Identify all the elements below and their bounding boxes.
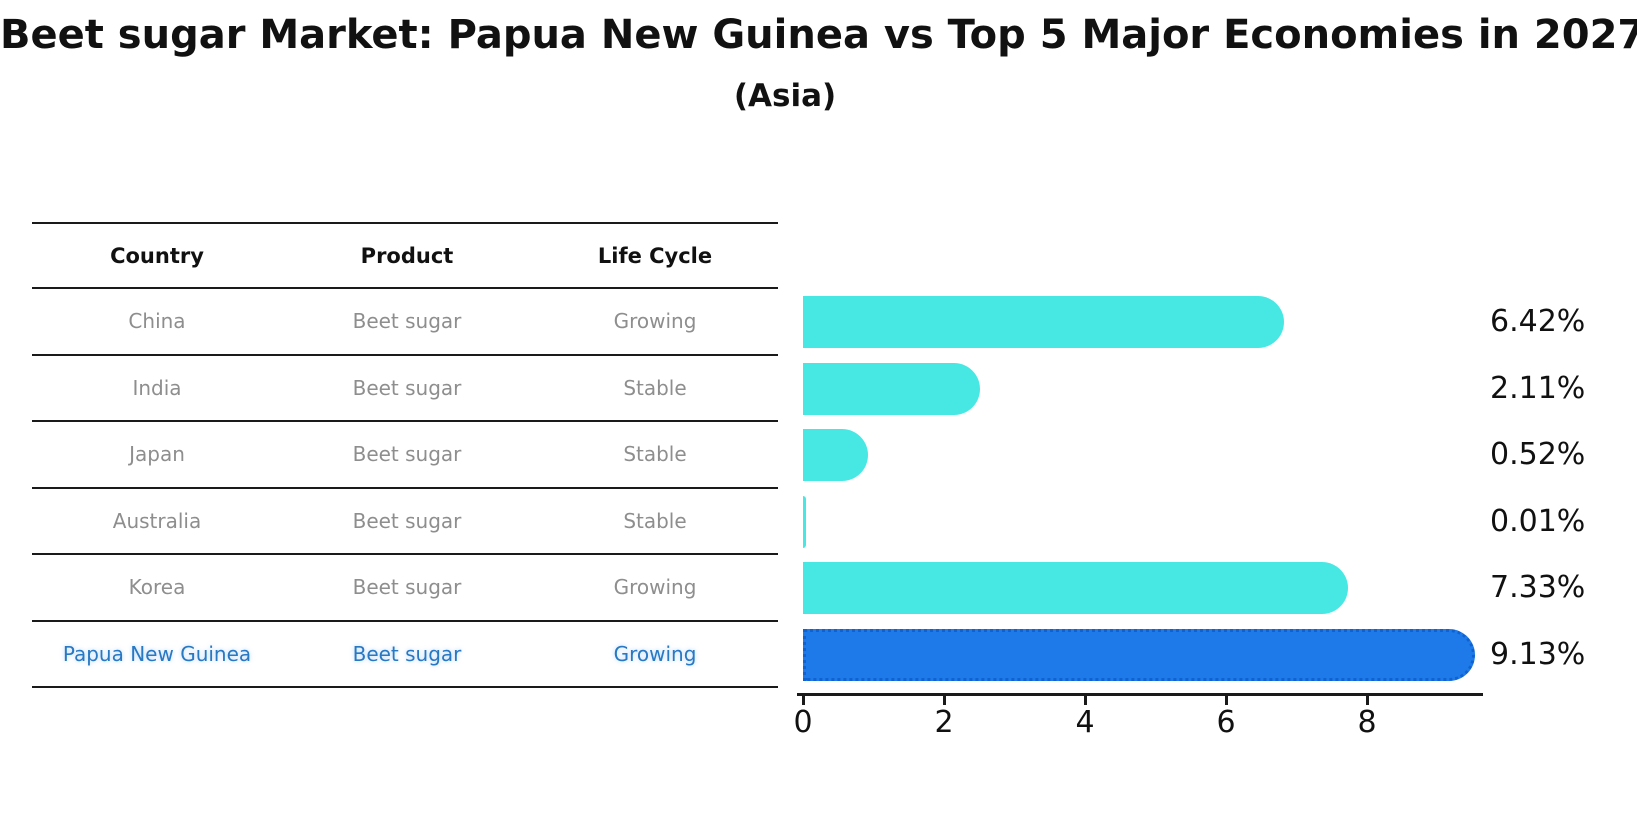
table-row: India Beet sugar Stable (32, 356, 778, 422)
table-row: Japan Beet sugar Stable (32, 422, 778, 489)
country-cell: India (132, 375, 182, 400)
x-tick-label: 6 (1216, 705, 1236, 740)
x-tick-mark (1224, 696, 1228, 705)
bar-value-label: 0.01% (1490, 503, 1586, 539)
x-tick-mark (801, 696, 805, 705)
bar-value-label: 0.52% (1490, 437, 1586, 472)
bar-value-label: 2.11% (1490, 370, 1586, 406)
bar-india (803, 362, 980, 415)
product-cell: Beet sugar (352, 375, 462, 400)
table-row: Korea Beet sugar Growing (32, 555, 778, 622)
table-header-product: Product (360, 243, 454, 268)
country-cell: China (128, 309, 186, 334)
product-cell: Beet sugar (352, 508, 462, 533)
life-cycle-cell: Stable (623, 508, 687, 533)
x-tick-label: 2 (934, 705, 954, 740)
life-cycle-cell: Growing (613, 309, 697, 334)
x-tick-mark (1083, 696, 1087, 705)
bar-value-label: 7.33% (1490, 570, 1586, 605)
bar-papua-new-guinea (803, 628, 1475, 681)
bar-value-label: 6.42% (1490, 304, 1586, 339)
table-header-life-cycle: Life Cycle (597, 243, 713, 268)
table-row: China Beet sugar Growing (32, 289, 778, 356)
life-cycle-cell: Growing (613, 641, 697, 666)
x-axis-line (797, 693, 1483, 696)
table-row: Papua New Guinea Beet sugar Growing (32, 622, 778, 688)
table-body: China Beet sugar Growing India Beet sugar Sta… (32, 289, 778, 688)
x-tick-label: 4 (1075, 705, 1095, 740)
country-cell: Korea (128, 575, 186, 600)
product-cell: Beet sugar (352, 575, 462, 600)
table-row: Australia Beet sugar Stable (32, 489, 778, 555)
x-tick-label: 0 (793, 705, 813, 740)
chart-subtitle: (Asia) (733, 78, 837, 114)
x-tick-mark (1365, 696, 1369, 705)
country-table: Country Product Life Cycle China Beet sug… (32, 222, 778, 688)
product-cell: Beet sugar (352, 641, 462, 666)
x-tick-mark (942, 696, 946, 705)
x-tick-label: 8 (1357, 705, 1377, 740)
chart-title: Beet sugar Market: Papua New Guinea vs T… (0, 12, 1637, 58)
bar-value-label: 9.13% (1490, 636, 1586, 672)
life-cycle-cell: Growing (613, 575, 697, 600)
product-cell: Beet sugar (352, 442, 462, 467)
country-cell: Papua New Guinea (62, 641, 252, 666)
table-header-row: Country Product Life Cycle (32, 222, 778, 289)
bar-japan (803, 429, 868, 481)
country-cell: Japan (129, 442, 185, 467)
product-cell: Beet sugar (352, 309, 462, 334)
life-cycle-cell: Stable (623, 375, 687, 400)
table-header-country: Country (110, 243, 204, 268)
bar-australia (803, 495, 806, 548)
country-cell: Australia (112, 508, 202, 533)
bar-china (803, 296, 1284, 348)
life-cycle-cell: Stable (623, 442, 687, 467)
bar-korea (803, 562, 1348, 614)
